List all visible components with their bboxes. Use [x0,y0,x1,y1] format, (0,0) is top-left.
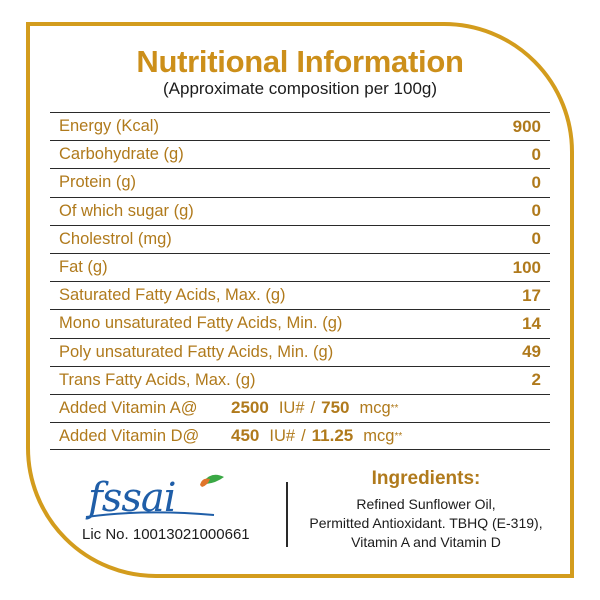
vitamin-label: Added Vitamin D@ [59,426,200,445]
vitamin-iu-unit: IU# [278,398,305,417]
row-value: 0 [531,201,541,221]
vitamin-row: Added Vitamin A@ 2500 IU# / 750 mcg ** [50,393,550,422]
vitamin-footnote-mark: ** [394,430,403,442]
nutrition-row: Mono unsaturated Fatty Acids, Min. (g) 1… [50,309,550,337]
vitamin-iu-value: 2500 [231,398,269,418]
row-value: 0 [531,172,541,192]
vitamin-separator: / [310,398,316,417]
footer-divider [286,482,288,547]
vitamin-row: Added Vitamin D@ 450 IU# / 11.25 mcg ** [50,422,550,451]
license-number: Lic No. 10013021000661 [82,526,250,543]
page-subtitle: (Approximate composition per 100g) [162,79,438,98]
row-value: 2 [531,370,541,390]
page-title: Nutritional Information [136,44,464,79]
footer-section: fssai Lic No. 10013021000661 Ingredients… [50,460,550,570]
vitamin-mcg-unit: mcg [359,398,391,417]
vitamin-mcg-value: 11.25 [311,426,354,446]
row-label: Poly unsaturated Fatty Acids, Min. (g) [59,342,334,361]
row-label: Fat (g) [59,258,108,277]
row-label: Saturated Fatty Acids, Max. (g) [59,286,286,305]
vitamin-mcg-unit: mcg [363,426,395,445]
row-label: Mono unsaturated Fatty Acids, Min. (g) [59,314,343,333]
vitamin-footnote-mark: ** [390,402,399,414]
fssai-logo-icon: fssai [85,474,224,521]
ingredients-line: Refined Sunflower Oil, [356,496,496,512]
row-label: Cholestrol (mg) [59,229,172,248]
row-value: 14 [522,313,541,333]
row-label: Energy (Kcal) [59,117,159,136]
nutrition-row: Fat (g) 100 [50,252,550,281]
row-value: 49 [522,342,541,362]
nutrition-row: Poly unsaturated Fatty Acids, Min. (g) 4… [50,337,550,366]
fssai-logo: fssai [84,473,244,523]
row-label: Protein (g) [59,173,137,192]
vitamin-mcg-value: 750 [321,398,350,418]
row-value: 0 [531,229,541,249]
vitamin-iu-unit: IU# [269,426,296,445]
nutrition-row: Of which sugar (g) 0 [50,196,550,225]
nutrition-table: Energy (Kcal) 900 Carbohydrate (g) 0 Pro… [50,112,550,451]
row-value: 0 [531,144,541,164]
ingredients-line: Permitted Antioxidant. TBHQ (E-319), [309,515,543,531]
row-label: Of which sugar (g) [59,201,194,220]
vitamin-label: Added Vitamin A@ [59,398,198,417]
nutrition-row: Trans Fatty Acids, Max. (g) 2 [50,365,550,394]
row-value: 100 [512,257,541,277]
nutrition-row: Saturated Fatty Acids, Max. (g) 17 [50,281,550,309]
nutrition-row: Energy (Kcal) 900 [50,112,550,140]
label-border [26,22,574,578]
nutrition-row: Protein (g) 0 [50,168,550,196]
row-value: 17 [522,285,541,305]
vitamin-separator: / [301,426,306,445]
ingredients-line: Vitamin A and Vitamin D [351,534,501,550]
vitamin-iu-value: 450 [231,426,260,446]
nutrition-row: Carbohydrate (g) 0 [50,140,550,168]
ingredients-title: Ingredients: [371,468,481,489]
row-value: 900 [512,116,541,136]
nutrition-row: Cholestrol (mg) 0 [50,224,550,253]
row-label: Trans Fatty Acids, Max. (g) [59,370,256,389]
row-label: Carbohydrate (g) [59,145,184,164]
svg-text:fssai: fssai [85,475,176,521]
